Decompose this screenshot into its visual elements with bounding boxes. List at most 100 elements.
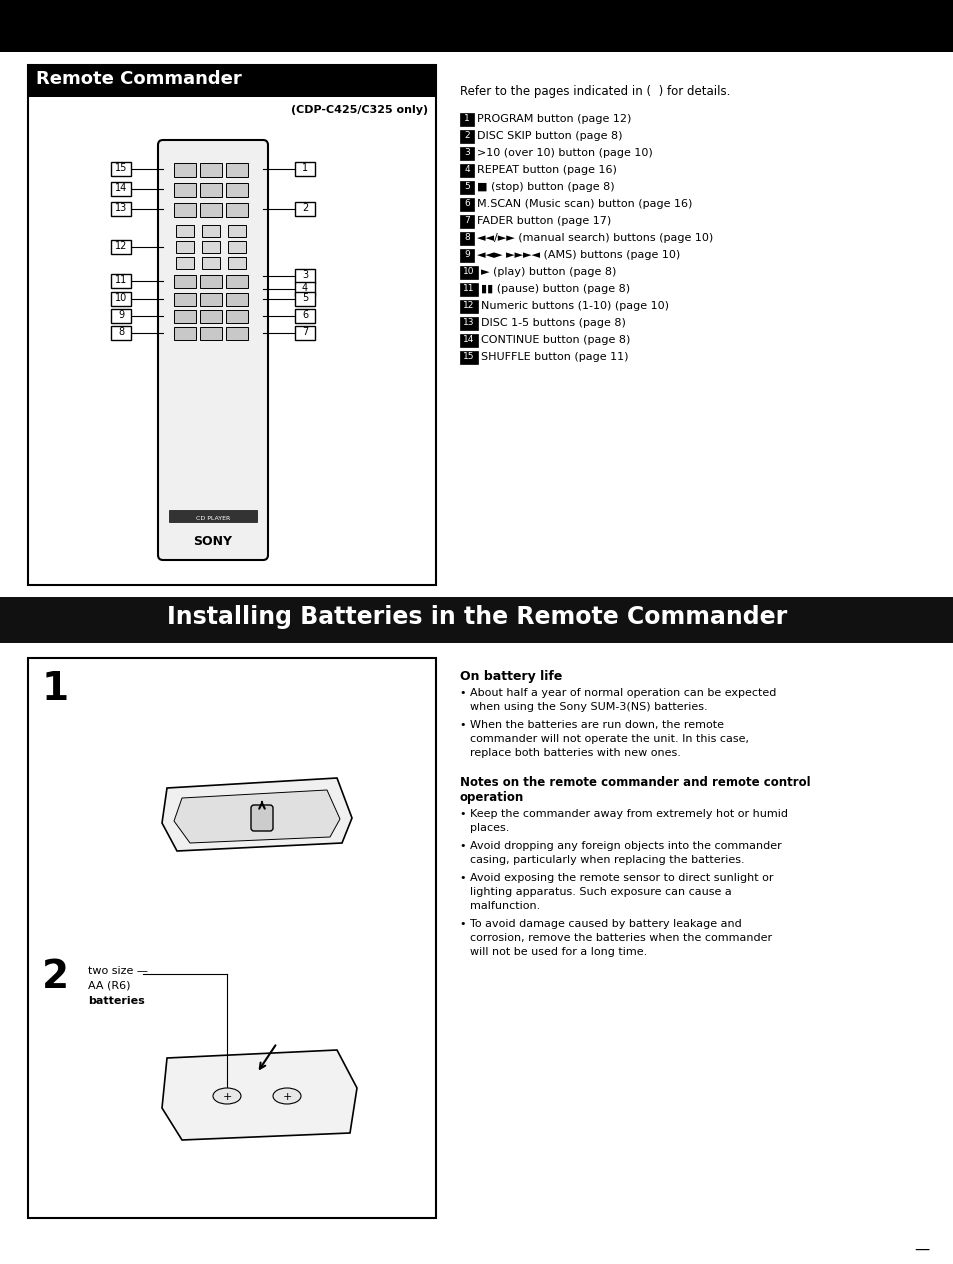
Bar <box>200 310 222 324</box>
Polygon shape <box>173 790 339 843</box>
Ellipse shape <box>213 1088 241 1103</box>
Text: corrosion, remove the batteries when the commander: corrosion, remove the batteries when the… <box>470 933 771 943</box>
Bar <box>111 292 131 306</box>
Bar <box>111 240 131 254</box>
Bar <box>200 183 222 197</box>
Text: 11: 11 <box>114 276 127 284</box>
Bar <box>111 274 131 288</box>
Text: 1: 1 <box>42 670 69 708</box>
Bar <box>226 327 248 340</box>
Bar <box>175 225 193 238</box>
Text: when using the Sony SUM-3(NS) batteries.: when using the Sony SUM-3(NS) batteries. <box>470 702 707 712</box>
Bar <box>111 162 131 176</box>
Text: commander will not operate the unit. In this case,: commander will not operate the unit. In … <box>470 734 748 744</box>
Text: Remote Commander: Remote Commander <box>36 70 241 88</box>
Text: 4: 4 <box>301 283 308 293</box>
Bar <box>200 327 222 340</box>
Bar <box>459 283 477 296</box>
Text: 5: 5 <box>464 182 470 191</box>
Text: 10: 10 <box>463 267 475 276</box>
Text: DISC 1-5 buttons (page 8): DISC 1-5 buttons (page 8) <box>480 319 625 327</box>
Text: ► (play) button (page 8): ► (play) button (page 8) <box>480 267 616 277</box>
Bar <box>459 351 477 364</box>
Bar <box>28 659 436 1218</box>
Bar <box>294 162 314 176</box>
Bar <box>459 300 477 313</box>
Text: 13: 13 <box>463 319 475 327</box>
Text: Numeric buttons (1-10) (page 10): Numeric buttons (1-10) (page 10) <box>480 301 668 311</box>
Text: • To avoid damage caused by battery leakage and: • To avoid damage caused by battery leak… <box>459 919 741 929</box>
Text: —: — <box>913 1243 928 1256</box>
Bar <box>169 509 256 522</box>
Bar <box>459 215 474 228</box>
Bar <box>459 265 477 279</box>
Text: two size —: two size — <box>88 966 148 976</box>
Text: 3: 3 <box>301 270 308 281</box>
Polygon shape <box>162 1050 356 1140</box>
Text: DISC SKIP button (page 8): DISC SKIP button (page 8) <box>476 131 622 142</box>
Bar <box>173 163 195 177</box>
Bar <box>226 204 248 217</box>
Bar <box>28 64 436 585</box>
Text: 8: 8 <box>118 327 124 337</box>
Bar <box>200 204 222 217</box>
Bar <box>228 241 246 253</box>
Text: operation: operation <box>459 791 524 804</box>
Text: 1: 1 <box>464 114 470 123</box>
Text: • Avoid exposing the remote sensor to direct sunlight or: • Avoid exposing the remote sensor to di… <box>459 873 773 884</box>
Bar <box>459 130 474 143</box>
Bar <box>294 269 314 283</box>
Text: batteries: batteries <box>88 996 145 1006</box>
Bar <box>200 276 222 288</box>
Bar <box>111 308 131 324</box>
Text: 7: 7 <box>301 327 308 337</box>
Text: 6: 6 <box>301 310 308 320</box>
Text: 6: 6 <box>464 198 470 209</box>
Bar <box>173 293 195 306</box>
Bar <box>459 147 474 161</box>
Bar <box>226 310 248 324</box>
Bar <box>0 0 953 52</box>
Bar <box>459 249 474 262</box>
Text: AA (R6): AA (R6) <box>88 981 131 991</box>
Text: SONY: SONY <box>193 535 233 549</box>
Text: casing, particularly when replacing the batteries.: casing, particularly when replacing the … <box>470 854 744 865</box>
Text: 2: 2 <box>301 204 308 214</box>
Text: 8: 8 <box>464 233 470 241</box>
Text: 4: 4 <box>464 166 469 174</box>
Bar <box>173 310 195 324</box>
Text: • About half a year of normal operation can be expected: • About half a year of normal operation … <box>459 688 776 698</box>
Bar <box>175 241 193 253</box>
Bar <box>294 202 314 216</box>
Text: Notes on the remote commander and remote control: Notes on the remote commander and remote… <box>459 776 810 789</box>
Text: ◄◄► ►►►◄ (AMS) buttons (page 10): ◄◄► ►►►◄ (AMS) buttons (page 10) <box>476 250 679 260</box>
Text: SHUFFLE button (page 11): SHUFFLE button (page 11) <box>480 351 628 362</box>
Bar <box>459 198 474 211</box>
Bar <box>111 182 131 196</box>
Bar <box>173 327 195 340</box>
Bar <box>202 225 220 238</box>
Text: >10 (over 10) button (page 10): >10 (over 10) button (page 10) <box>476 148 652 158</box>
Text: 9: 9 <box>118 310 124 320</box>
Bar <box>294 292 314 306</box>
Text: 10: 10 <box>114 293 127 303</box>
Bar <box>200 163 222 177</box>
Text: 15: 15 <box>463 351 475 362</box>
Ellipse shape <box>273 1088 301 1103</box>
Text: 12: 12 <box>463 301 475 310</box>
Text: 15: 15 <box>114 163 127 173</box>
Text: 2: 2 <box>464 131 469 140</box>
Bar <box>459 164 474 177</box>
Text: lighting apparatus. Such exposure can cause a: lighting apparatus. Such exposure can ca… <box>470 887 731 897</box>
Text: 3: 3 <box>464 148 470 157</box>
Text: +: + <box>222 1092 232 1102</box>
Text: 9: 9 <box>464 250 470 259</box>
Text: 14: 14 <box>114 183 127 193</box>
Bar <box>111 326 131 340</box>
Bar <box>111 202 131 216</box>
Bar <box>173 276 195 288</box>
Bar <box>226 276 248 288</box>
Bar <box>226 183 248 197</box>
Text: • Avoid dropping any foreign objects into the commander: • Avoid dropping any foreign objects int… <box>459 841 781 851</box>
Text: CONTINUE button (page 8): CONTINUE button (page 8) <box>480 335 630 345</box>
